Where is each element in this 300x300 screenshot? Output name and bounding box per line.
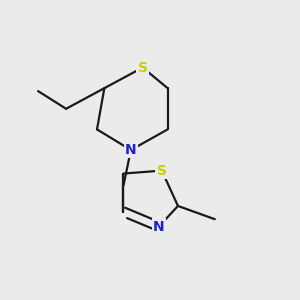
Text: S: S	[157, 164, 167, 178]
Text: N: N	[125, 143, 137, 157]
Text: N: N	[153, 220, 165, 234]
Text: S: S	[138, 61, 148, 75]
